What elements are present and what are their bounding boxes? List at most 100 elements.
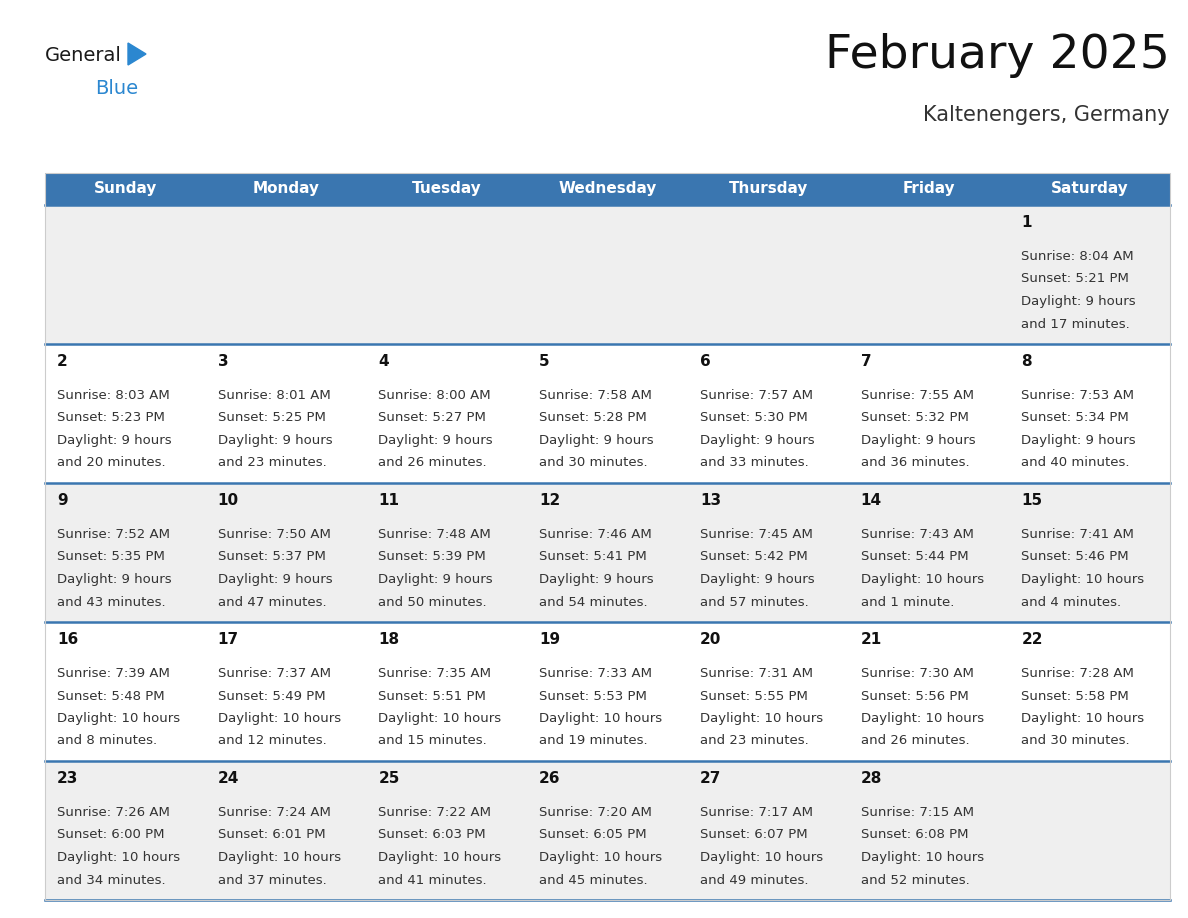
Text: and 20 minutes.: and 20 minutes. [57,456,165,469]
Text: Daylight: 9 hours: Daylight: 9 hours [57,434,171,447]
Text: 11: 11 [379,493,399,508]
Text: Daylight: 9 hours: Daylight: 9 hours [700,573,815,586]
Text: Sunset: 5:30 PM: Sunset: 5:30 PM [700,411,808,424]
Text: Sunset: 5:37 PM: Sunset: 5:37 PM [217,551,326,564]
Text: and 17 minutes.: and 17 minutes. [1022,318,1130,330]
Text: Sunset: 5:53 PM: Sunset: 5:53 PM [539,689,647,702]
Text: and 45 minutes.: and 45 minutes. [539,874,647,887]
Text: Daylight: 9 hours: Daylight: 9 hours [217,573,333,586]
Text: Daylight: 9 hours: Daylight: 9 hours [700,434,815,447]
Text: Sunset: 5:34 PM: Sunset: 5:34 PM [1022,411,1129,424]
Text: and 1 minute.: and 1 minute. [860,596,954,609]
Text: Daylight: 9 hours: Daylight: 9 hours [539,573,653,586]
Text: Daylight: 9 hours: Daylight: 9 hours [860,434,975,447]
Text: Sunset: 5:55 PM: Sunset: 5:55 PM [700,689,808,702]
Text: Sunset: 6:00 PM: Sunset: 6:00 PM [57,829,164,842]
Text: Sunrise: 7:57 AM: Sunrise: 7:57 AM [700,389,813,402]
Text: Saturday: Saturday [1050,182,1129,196]
Text: Sunset: 5:49 PM: Sunset: 5:49 PM [217,689,326,702]
Text: and 36 minutes.: and 36 minutes. [860,456,969,469]
Text: Sunrise: 7:31 AM: Sunrise: 7:31 AM [700,667,813,680]
Bar [45,483,1170,622]
Text: 25: 25 [379,771,400,786]
Text: 14: 14 [860,493,881,508]
Text: Sunrise: 7:28 AM: Sunrise: 7:28 AM [1022,667,1135,680]
Bar [45,173,1170,900]
Text: Sunset: 5:39 PM: Sunset: 5:39 PM [379,551,486,564]
Text: Sunset: 6:05 PM: Sunset: 6:05 PM [539,829,646,842]
Text: 27: 27 [700,771,721,786]
Text: Kaltenengers, Germany: Kaltenengers, Germany [923,105,1170,125]
Text: and 41 minutes.: and 41 minutes. [379,874,487,887]
Text: and 50 minutes.: and 50 minutes. [379,596,487,609]
Text: Sunrise: 7:26 AM: Sunrise: 7:26 AM [57,806,170,819]
Bar [45,344,1170,483]
Text: 3: 3 [217,354,228,369]
Text: 18: 18 [379,632,399,647]
Text: Sunset: 5:25 PM: Sunset: 5:25 PM [217,411,326,424]
Text: 7: 7 [860,354,871,369]
Text: Daylight: 10 hours: Daylight: 10 hours [379,851,501,864]
Text: Daylight: 10 hours: Daylight: 10 hours [539,712,662,725]
Text: Daylight: 9 hours: Daylight: 9 hours [379,573,493,586]
Text: Sunrise: 7:20 AM: Sunrise: 7:20 AM [539,806,652,819]
Text: 6: 6 [700,354,710,369]
Text: Daylight: 9 hours: Daylight: 9 hours [217,434,333,447]
Text: Sunrise: 7:30 AM: Sunrise: 7:30 AM [860,667,973,680]
Text: 28: 28 [860,771,881,786]
Text: and 49 minutes.: and 49 minutes. [700,874,808,887]
Text: Sunrise: 7:52 AM: Sunrise: 7:52 AM [57,528,170,541]
Text: and 26 minutes.: and 26 minutes. [860,734,969,747]
Text: and 12 minutes.: and 12 minutes. [217,734,327,747]
Text: Sunrise: 7:50 AM: Sunrise: 7:50 AM [217,528,330,541]
Text: Sunrise: 7:33 AM: Sunrise: 7:33 AM [539,667,652,680]
Text: Sunrise: 8:04 AM: Sunrise: 8:04 AM [1022,250,1133,263]
Bar [45,622,1170,761]
Text: Sunset: 5:51 PM: Sunset: 5:51 PM [379,689,486,702]
Text: Sunrise: 7:41 AM: Sunrise: 7:41 AM [1022,528,1135,541]
Text: Daylight: 9 hours: Daylight: 9 hours [379,434,493,447]
Text: and 54 minutes.: and 54 minutes. [539,596,647,609]
Text: 23: 23 [57,771,78,786]
Text: and 34 minutes.: and 34 minutes. [57,874,165,887]
Text: Blue: Blue [95,79,138,97]
Text: 26: 26 [539,771,561,786]
Polygon shape [128,43,146,65]
Text: and 33 minutes.: and 33 minutes. [700,456,809,469]
Text: 19: 19 [539,632,561,647]
Text: 12: 12 [539,493,561,508]
Text: and 15 minutes.: and 15 minutes. [379,734,487,747]
Text: Sunrise: 7:48 AM: Sunrise: 7:48 AM [379,528,491,541]
Text: and 8 minutes.: and 8 minutes. [57,734,157,747]
Text: Monday: Monday [253,182,320,196]
Text: Sunset: 5:42 PM: Sunset: 5:42 PM [700,551,808,564]
Text: Sunset: 5:48 PM: Sunset: 5:48 PM [57,689,165,702]
Text: Sunset: 5:32 PM: Sunset: 5:32 PM [860,411,968,424]
Text: Sunrise: 7:46 AM: Sunrise: 7:46 AM [539,528,652,541]
Bar [45,761,1170,900]
Text: and 40 minutes.: and 40 minutes. [1022,456,1130,469]
Text: Sunrise: 7:39 AM: Sunrise: 7:39 AM [57,667,170,680]
Text: Sunset: 5:41 PM: Sunset: 5:41 PM [539,551,647,564]
Text: and 47 minutes.: and 47 minutes. [217,596,327,609]
Text: 20: 20 [700,632,721,647]
Text: Daylight: 10 hours: Daylight: 10 hours [700,851,823,864]
Text: Sunrise: 7:37 AM: Sunrise: 7:37 AM [217,667,330,680]
Text: Sunset: 5:58 PM: Sunset: 5:58 PM [1022,689,1129,702]
Text: Sunset: 5:28 PM: Sunset: 5:28 PM [539,411,647,424]
Text: Tuesday: Tuesday [412,182,481,196]
Text: Daylight: 10 hours: Daylight: 10 hours [1022,712,1144,725]
Text: and 43 minutes.: and 43 minutes. [57,596,165,609]
Text: and 52 minutes.: and 52 minutes. [860,874,969,887]
Bar [45,173,1170,205]
Text: General: General [45,46,122,64]
Text: Sunset: 6:03 PM: Sunset: 6:03 PM [379,829,486,842]
Text: Sunrise: 7:15 AM: Sunrise: 7:15 AM [860,806,974,819]
Text: and 23 minutes.: and 23 minutes. [700,734,809,747]
Text: and 37 minutes.: and 37 minutes. [217,874,327,887]
Text: Sunset: 5:23 PM: Sunset: 5:23 PM [57,411,165,424]
Text: Daylight: 9 hours: Daylight: 9 hours [57,573,171,586]
Text: Sunrise: 7:58 AM: Sunrise: 7:58 AM [539,389,652,402]
Text: Daylight: 10 hours: Daylight: 10 hours [539,851,662,864]
Text: Daylight: 10 hours: Daylight: 10 hours [217,851,341,864]
